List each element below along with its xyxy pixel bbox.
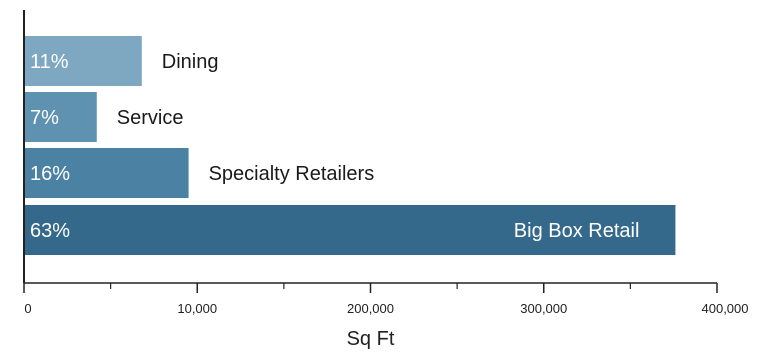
x-tick-label: 300,000 [520,301,567,316]
x-axis-title: Sq Ft [347,328,395,350]
bar-category-label: Specialty Retailers [209,163,375,185]
bar-dining [24,36,142,86]
x-tick-label: 400,000 [702,301,749,316]
bar-category-label: Dining [162,51,219,73]
bar-percent-label: 16% [30,163,70,185]
bars-layer: 11% Dining 7% Service 16% Specialty Retailers… [24,36,676,255]
bar-percent-label: 63% [30,220,70,242]
bar-category-label: Big Box Retail [514,220,640,242]
x-tick-label: 10,000 [177,301,217,316]
bar-category-label: Service [117,107,184,129]
x-tick-label: 0 [24,301,31,316]
bar-percent-label: 7% [30,107,59,129]
bar-service [24,92,97,142]
bar-big-box-retail [24,205,676,255]
x-tick-label: 200,000 [347,301,394,316]
bar-percent-label: 11% [30,51,69,73]
x-ticks-layer: 0 10,000 200,000 300,000 400,000 [23,283,749,316]
bar-specialty-retailers [24,148,189,198]
